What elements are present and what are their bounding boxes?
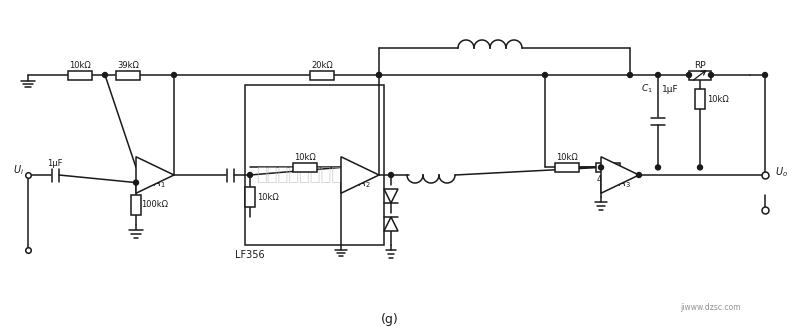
Text: (g): (g): [381, 314, 399, 327]
Text: 100kΩ: 100kΩ: [142, 200, 169, 209]
Text: $A_1$: $A_1$: [153, 176, 166, 190]
Circle shape: [709, 72, 714, 77]
Text: $C_1$: $C_1$: [641, 83, 653, 95]
Text: 杭州将营科技有限公司: 杭州将营科技有限公司: [256, 166, 364, 184]
Text: 10kΩ: 10kΩ: [556, 153, 578, 162]
Text: 10kΩ: 10kΩ: [69, 60, 91, 69]
Text: 10kΩ: 10kΩ: [294, 153, 316, 162]
Bar: [695, 89, 705, 109]
Circle shape: [134, 180, 138, 185]
Text: +: +: [138, 178, 146, 188]
Text: $A_3$: $A_3$: [618, 176, 630, 190]
Text: 20kΩ: 20kΩ: [311, 60, 333, 69]
Bar: [596, 163, 620, 172]
Bar: [245, 187, 255, 207]
Bar: [245, 85, 384, 245]
Circle shape: [686, 72, 691, 77]
Circle shape: [655, 165, 661, 170]
Circle shape: [247, 172, 253, 177]
Text: −: −: [138, 162, 146, 172]
Circle shape: [542, 72, 547, 77]
Text: 39kΩ: 39kΩ: [117, 60, 139, 69]
Circle shape: [627, 72, 633, 77]
Circle shape: [598, 165, 603, 170]
Text: $U_o$: $U_o$: [775, 165, 788, 179]
Polygon shape: [384, 189, 398, 203]
Text: −: −: [342, 162, 350, 172]
Polygon shape: [601, 157, 639, 193]
Bar: [68, 70, 92, 79]
Text: $U_i$: $U_i$: [13, 163, 24, 177]
Text: +: +: [342, 178, 350, 188]
Text: +: +: [602, 178, 610, 188]
Bar: [310, 70, 334, 79]
Circle shape: [637, 172, 642, 177]
Circle shape: [377, 72, 382, 77]
Polygon shape: [384, 217, 398, 231]
Bar: [689, 70, 711, 79]
Circle shape: [762, 72, 767, 77]
Polygon shape: [341, 157, 379, 193]
Text: 10kΩ: 10kΩ: [257, 192, 279, 201]
Circle shape: [102, 72, 107, 77]
Text: 47kΩ: 47kΩ: [597, 175, 619, 184]
Text: 10kΩ: 10kΩ: [707, 95, 729, 104]
Text: jiwww.dzsc.com: jiwww.dzsc.com: [680, 304, 741, 313]
Bar: [293, 163, 317, 172]
Bar: [131, 195, 141, 215]
Text: 1µF: 1µF: [47, 159, 62, 167]
Bar: [116, 70, 140, 79]
Circle shape: [171, 72, 177, 77]
Polygon shape: [136, 157, 174, 193]
Bar: [555, 163, 579, 172]
Text: RP: RP: [694, 60, 706, 69]
Text: −: −: [602, 162, 610, 172]
Text: LF356: LF356: [235, 250, 265, 260]
Text: 1µF: 1µF: [662, 85, 678, 94]
Circle shape: [698, 165, 702, 170]
Text: $A_2$: $A_2$: [358, 176, 370, 190]
Circle shape: [389, 172, 394, 177]
Circle shape: [655, 72, 661, 77]
Circle shape: [377, 72, 382, 77]
